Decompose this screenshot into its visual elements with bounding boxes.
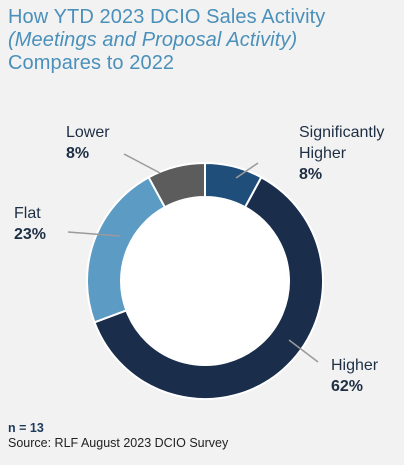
sample-size: n = 13 (8, 421, 44, 435)
category-label-lower: Lower (66, 124, 110, 141)
value-label-significantly-higher: 8% (299, 166, 322, 183)
chart-footer: n = 13 Source: RLF August 2023 DCIO Surv… (8, 421, 228, 451)
title-line-3: Compares to 2022 (8, 52, 175, 74)
chart-title: How YTD 2023 DCIO Sales Activity (Meetin… (8, 6, 398, 75)
leader-line-higher (288, 339, 319, 363)
value-label-flat: 23% (14, 226, 46, 243)
category-label-higher: Higher (331, 357, 379, 374)
slice-higher (93, 175, 324, 400)
slice-lower (147, 161, 206, 209)
value-label-lower: 8% (66, 145, 89, 162)
category-label-significantly-higher: Significantly (299, 124, 384, 141)
title-line-2: (Meetings and Proposal Activity) (8, 29, 298, 51)
category-label-significantly-higher: Higher (299, 145, 347, 162)
leader-line-lower (123, 153, 161, 174)
source-note: Source: RLF August 2023 DCIO Survey (8, 436, 229, 450)
title-line-1: How YTD 2023 DCIO Sales Activity (8, 6, 326, 28)
value-label-higher: 62% (331, 378, 363, 395)
leader-line-flat (67, 231, 121, 237)
donut-hole (122, 198, 288, 364)
category-label-flat: Flat (14, 205, 41, 222)
leader-line-significantly-higher (235, 162, 259, 179)
